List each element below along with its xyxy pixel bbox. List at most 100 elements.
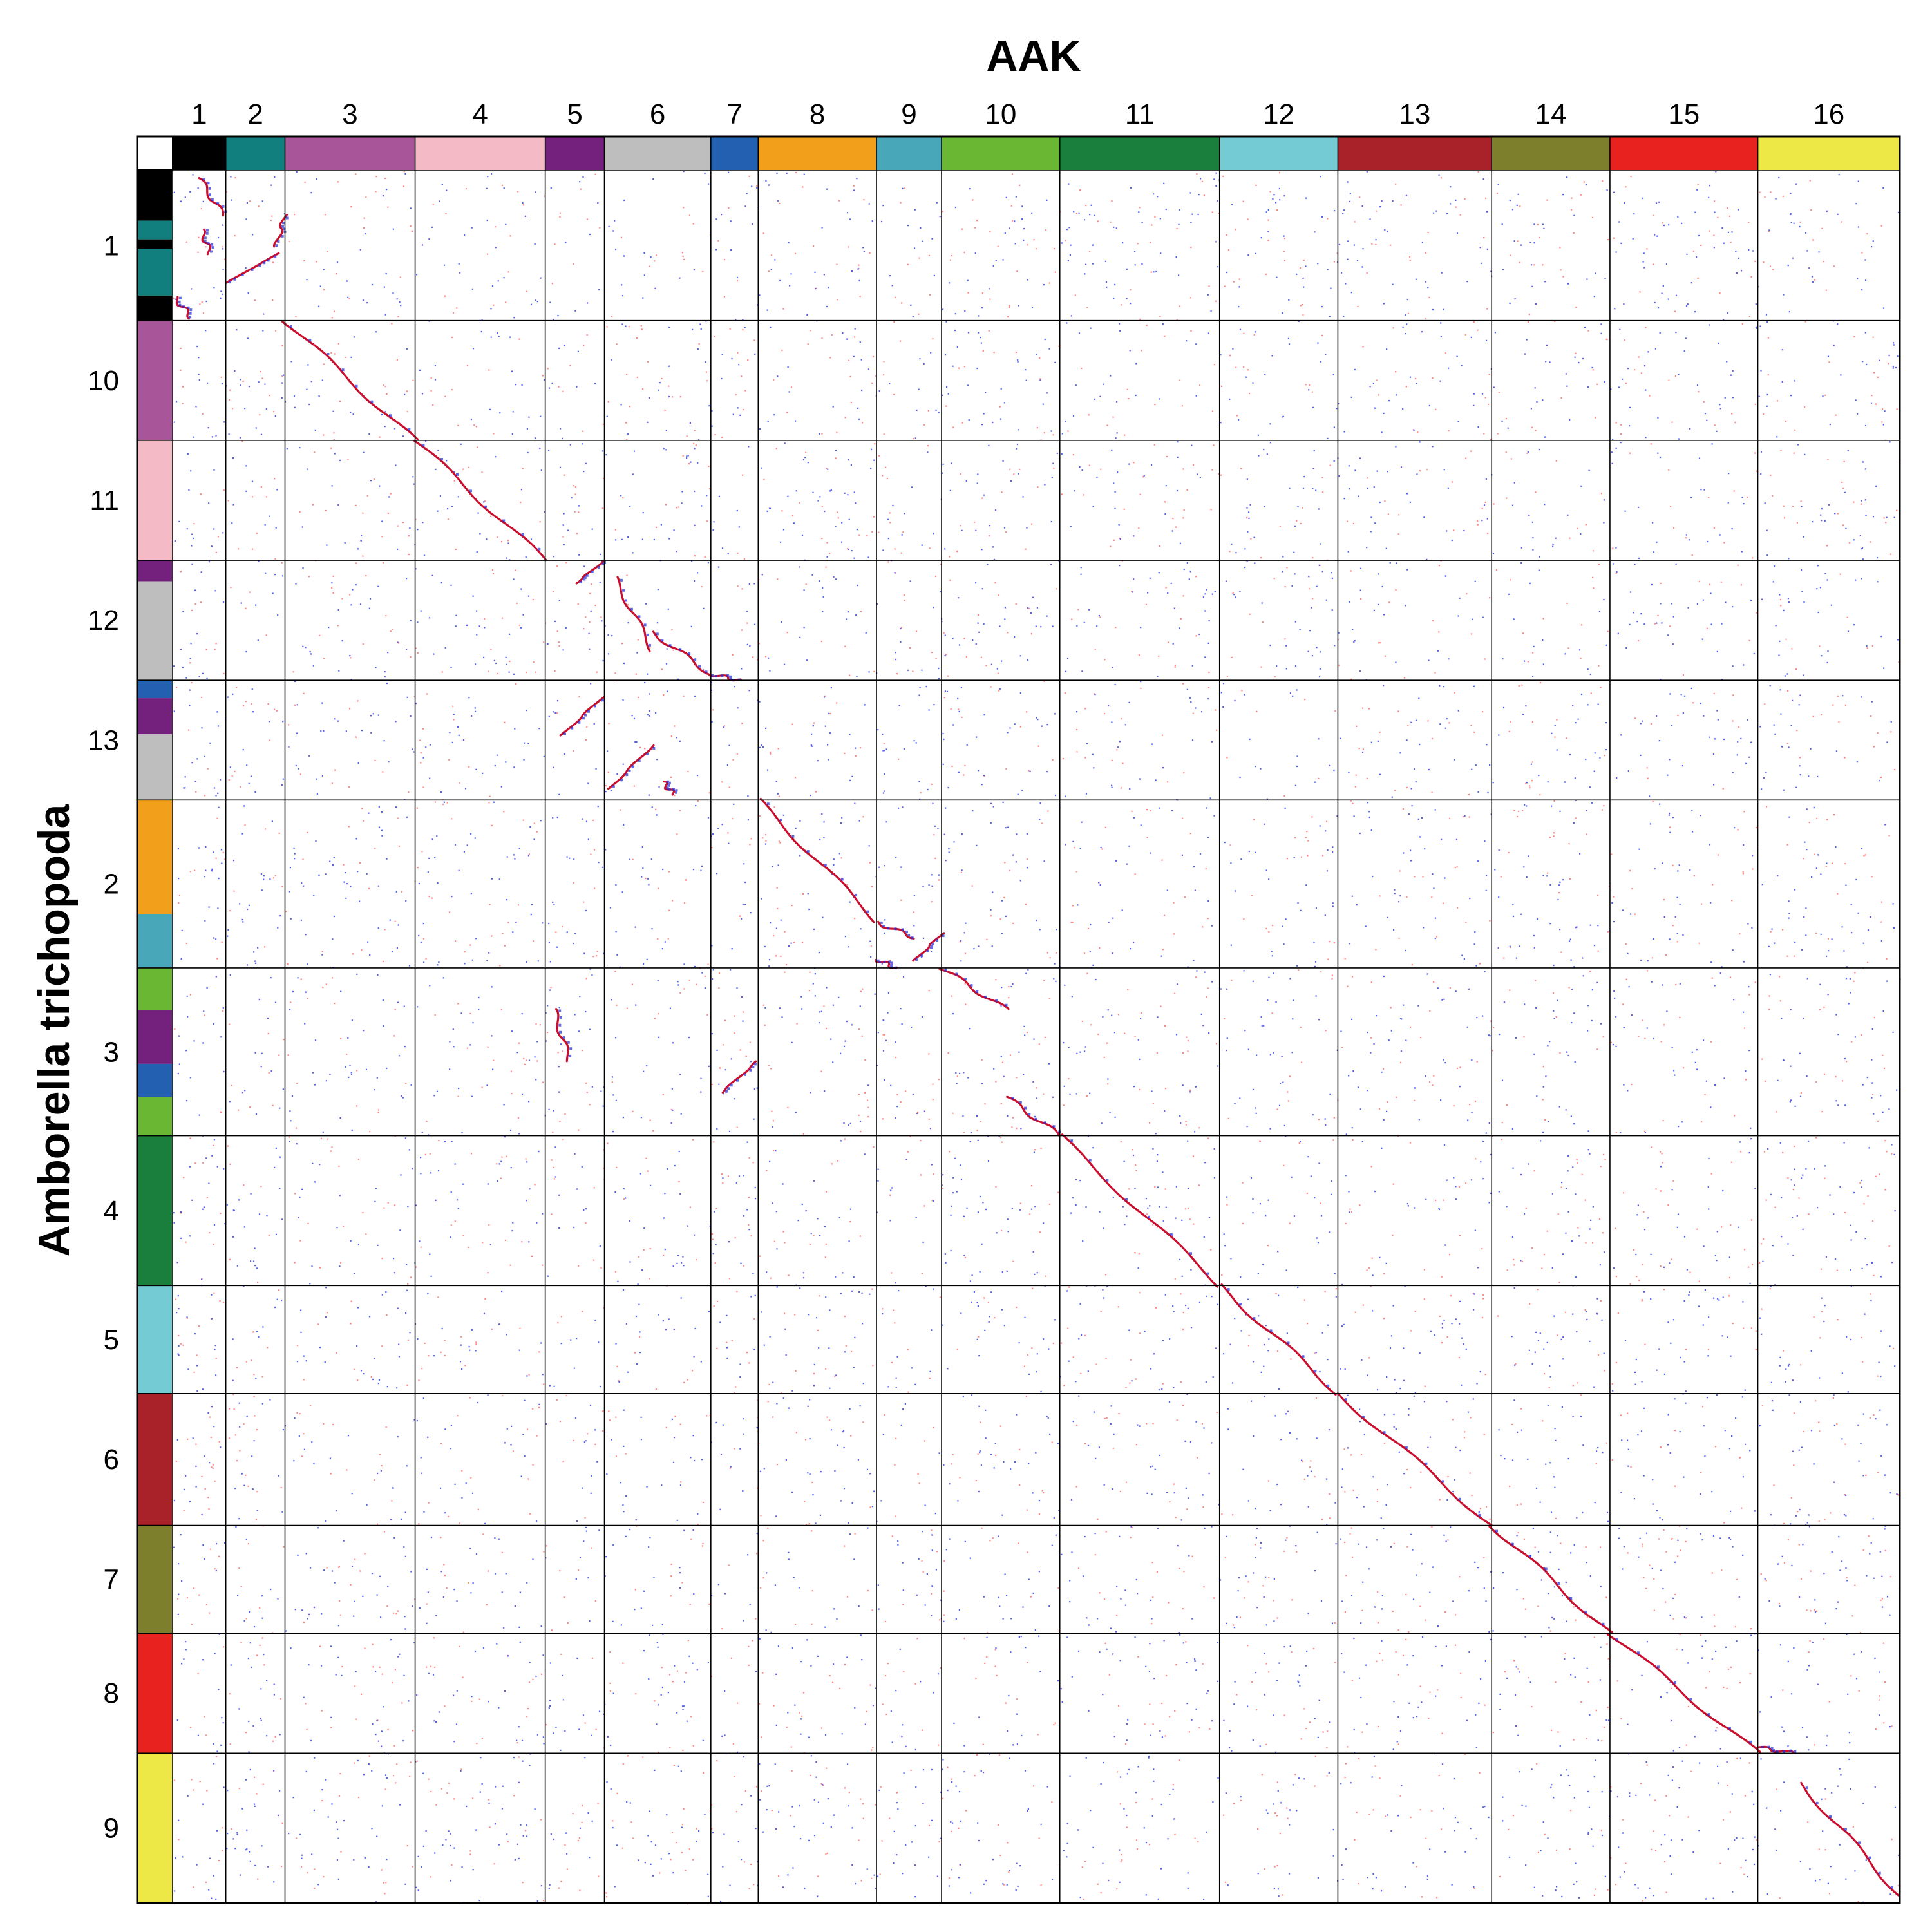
y-chromosome-bars bbox=[137, 171, 172, 1903]
y-chromosome-block-13-0 bbox=[137, 680, 172, 699]
x-chromosome-bars bbox=[137, 136, 1900, 171]
x-tick-label-11: 11 bbox=[1125, 99, 1155, 130]
syntenic-block-14 bbox=[759, 797, 875, 923]
syntenic-block-flecks-3 bbox=[229, 255, 277, 284]
y-chromosome-block-3-2 bbox=[137, 1063, 172, 1097]
syntenic-block-flecks-12 bbox=[612, 747, 656, 788]
syntenic-block-0 bbox=[198, 177, 225, 217]
x-chromosome-bar-1 bbox=[173, 137, 226, 170]
x-tick-label-10: 10 bbox=[985, 99, 1016, 130]
y-chromosome-block-6-0 bbox=[137, 1393, 172, 1526]
y-tick-label-5: 5 bbox=[104, 1324, 119, 1356]
y-chromosome-block-7-0 bbox=[137, 1525, 172, 1634]
y-chromosome-block-10-0 bbox=[137, 320, 172, 440]
x-chromosome-bar-7 bbox=[710, 137, 759, 170]
x-tick-label-15: 15 bbox=[1668, 99, 1700, 130]
syntenic-block-24 bbox=[1606, 1633, 1761, 1754]
syntenic-block-8 bbox=[616, 576, 651, 653]
x-tick-label-8: 8 bbox=[810, 99, 825, 130]
x-chromosome-bar-12 bbox=[1219, 137, 1338, 170]
syntenic-block-flecks-2 bbox=[178, 296, 193, 319]
syntenic-block-7 bbox=[575, 560, 604, 585]
y-chromosome-block-1-1 bbox=[137, 220, 172, 240]
x-chromosome-bar-15 bbox=[1609, 137, 1758, 170]
y-chromosome-block-3-3 bbox=[137, 1097, 172, 1136]
y-axis-title: Amborella trichopoda bbox=[30, 803, 79, 1256]
syntenic-block-22 bbox=[1336, 1392, 1493, 1527]
syntenic-block-flecks-7 bbox=[580, 561, 606, 583]
syntenic-block-flecks-13 bbox=[666, 780, 678, 794]
y-chromosome-block-12-0 bbox=[137, 560, 172, 582]
y-tick-label-12: 12 bbox=[88, 605, 119, 636]
syntenic-block-23 bbox=[1488, 1525, 1613, 1633]
y-chromosome-block-5-0 bbox=[137, 1285, 172, 1394]
syntenic-block-17 bbox=[912, 932, 945, 962]
y-tick-label-6: 6 bbox=[104, 1444, 119, 1475]
syntenic-block-26 bbox=[554, 1008, 569, 1063]
x-tick-label-14: 14 bbox=[1535, 99, 1567, 130]
x-axis-title: AAK bbox=[986, 32, 1081, 80]
syntenic-block-9 bbox=[652, 630, 711, 676]
syntenic-block-15 bbox=[877, 920, 915, 940]
syntenic-block-flecks-1 bbox=[204, 229, 214, 253]
y-chromosome-block-11-0 bbox=[137, 440, 172, 561]
x-chromosome-bar-13 bbox=[1338, 137, 1492, 170]
syntenic-block-6 bbox=[413, 439, 547, 562]
syntenic-block-21 bbox=[1220, 1283, 1337, 1396]
syntenic-block-28 bbox=[1800, 1781, 1900, 1897]
x-tick-label-16: 16 bbox=[1813, 99, 1844, 130]
y-chromosome-block-13-1 bbox=[137, 698, 172, 734]
y-tick-label-13: 13 bbox=[88, 724, 119, 756]
syntenic-block-flecks-4 bbox=[275, 216, 289, 247]
y-tick-label-11: 11 bbox=[90, 485, 119, 516]
y-chromosome-block-13-2 bbox=[137, 734, 172, 800]
syntenic-block-flecks-16 bbox=[876, 959, 897, 969]
syntenic-blocks bbox=[175, 177, 1900, 1897]
x-tick-label-2: 2 bbox=[247, 99, 263, 130]
x-chromosome-bar-5 bbox=[545, 137, 605, 170]
y-chromosome-block-8-0 bbox=[137, 1633, 172, 1754]
syntenic-block-flecks-27 bbox=[725, 1063, 757, 1093]
x-chromosome-bar-9 bbox=[876, 137, 942, 170]
syntenic-block-12 bbox=[607, 744, 655, 790]
x-tick-label-4: 4 bbox=[472, 99, 488, 130]
syntenic-block-27 bbox=[721, 1060, 757, 1094]
x-tick-label-12: 12 bbox=[1263, 99, 1294, 130]
plot-frame bbox=[136, 135, 1901, 1904]
y-chromosome-block-2-0 bbox=[137, 800, 172, 914]
y-chromosome-block-1-3 bbox=[137, 249, 172, 296]
y-tick-label-4: 4 bbox=[104, 1195, 119, 1227]
x-chromosome-bar-2 bbox=[225, 137, 285, 170]
y-tick-label-10: 10 bbox=[88, 365, 119, 397]
corner-cell bbox=[137, 136, 173, 171]
y-chromosome-block-3-1 bbox=[137, 1010, 172, 1064]
x-tick-label-5: 5 bbox=[567, 99, 582, 130]
syntenic-block-20 bbox=[1061, 1133, 1218, 1288]
x-chromosome-bar-8 bbox=[758, 137, 877, 170]
x-chromosome-bar-6 bbox=[604, 137, 711, 170]
y-tick-label-3: 3 bbox=[104, 1036, 119, 1068]
x-chromosome-bar-10 bbox=[942, 137, 1060, 170]
y-chromosome-block-1-4 bbox=[137, 295, 172, 321]
x-chromosome-bar-3 bbox=[285, 137, 415, 170]
y-chromosome-block-12-1 bbox=[137, 581, 172, 681]
y-chromosome-block-1-0 bbox=[137, 171, 172, 221]
syntenic-block-flecks-26 bbox=[558, 1009, 573, 1057]
x-chromosome-bar-4 bbox=[415, 137, 545, 170]
y-chromosome-block-3-0 bbox=[137, 967, 172, 1010]
y-tick-label-9: 9 bbox=[104, 1813, 119, 1844]
x-chromosome-bar-11 bbox=[1059, 137, 1220, 170]
x-tick-label-7: 7 bbox=[726, 99, 742, 130]
syntenic-block-flecks-11 bbox=[564, 699, 604, 735]
y-chromosome-block-1-2 bbox=[137, 239, 172, 249]
x-tick-label-9: 9 bbox=[901, 99, 916, 130]
x-chromosome-bar-14 bbox=[1492, 137, 1610, 170]
x-tick-label-3: 3 bbox=[342, 99, 357, 130]
x-chromosome-bar-16 bbox=[1757, 137, 1900, 170]
syntenic-block-5 bbox=[281, 321, 419, 440]
x-tick-labels: 1 2 3 4 5 6 7 8 9 10 11 12 13 14 15 16 bbox=[191, 99, 1844, 130]
syntenic-block-19 bbox=[1006, 1095, 1061, 1137]
syntenic-block-11 bbox=[559, 696, 605, 737]
